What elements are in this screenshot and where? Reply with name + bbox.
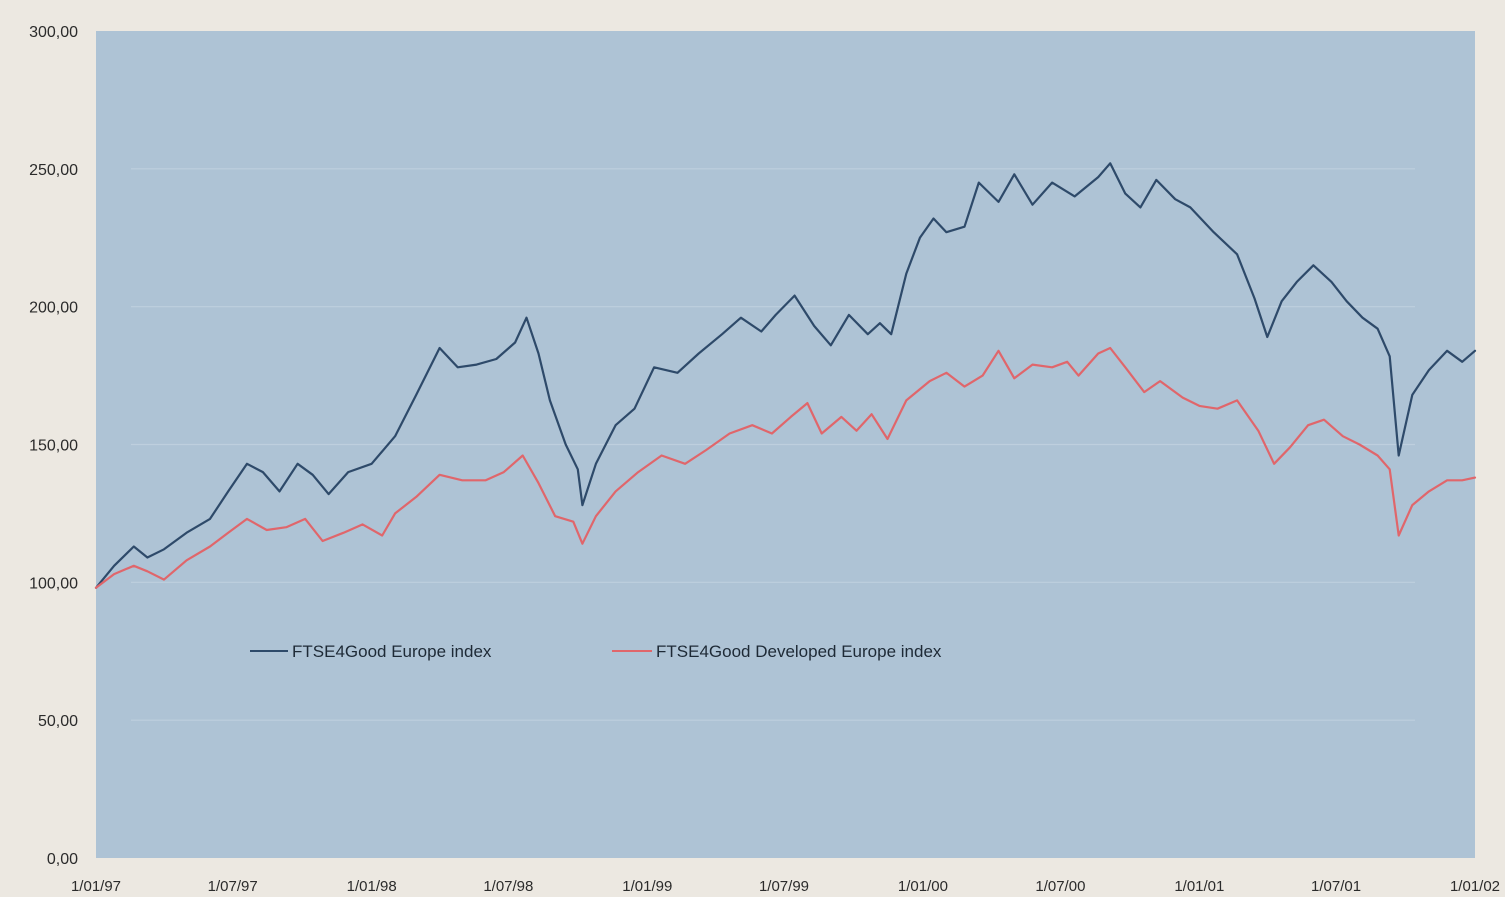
y-tick-label: 250,00 — [29, 162, 78, 179]
y-tick-label: 100,00 — [29, 575, 78, 592]
x-tick-label: 1/07/98 — [483, 878, 533, 895]
y-axis-ticks: 0,00 50,00 100,00 150,00 200,00 250,00 300,00 — [29, 24, 78, 868]
y-tick-label: 150,00 — [29, 438, 78, 455]
legend-label-2: FTSE4Good Developed Europe index — [656, 642, 942, 661]
y-tick-label: 0,00 — [47, 851, 78, 868]
legend: FTSE4Good Europe index FTSE4Good Develope… — [250, 642, 942, 661]
x-tick-label: 1/07/01 — [1311, 878, 1361, 895]
series-line-2 — [94, 346, 1477, 589]
y-tick-label: 200,00 — [29, 300, 78, 317]
x-tick-label: 1/01/99 — [622, 878, 672, 895]
x-tick-label: 1/07/99 — [759, 878, 809, 895]
x-axis-ticks: 1/01/97 1/07/97 1/01/98 1/07/98 1/01/99 1/07/… — [71, 878, 1500, 895]
y-tick-label: 50,00 — [38, 713, 78, 730]
y-tick-label: 300,00 — [29, 24, 78, 41]
legend-label-1: FTSE4Good Europe index — [292, 642, 492, 661]
x-tick-label: 1/01/02 — [1450, 878, 1500, 895]
x-tick-label: 1/07/97 — [208, 878, 258, 895]
x-tick-label: 1/01/01 — [1174, 878, 1224, 895]
x-tick-label: 1/01/00 — [898, 878, 948, 895]
series-lines — [94, 162, 1477, 589]
horizontal-gridlines — [131, 168, 1415, 721]
x-tick-label: 1/01/97 — [71, 878, 121, 895]
series-line-1 — [94, 162, 1477, 589]
x-tick-label: 1/01/98 — [347, 878, 397, 895]
x-tick-label: 1/07/00 — [1035, 878, 1085, 895]
